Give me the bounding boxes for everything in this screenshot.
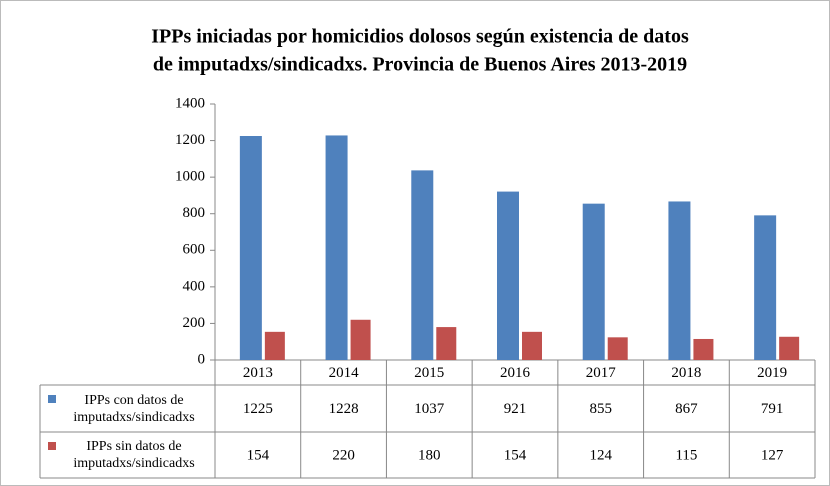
table-value: 127: [761, 447, 784, 463]
y-tick-label: 800: [183, 205, 206, 221]
table-value: 124: [589, 447, 612, 463]
x-tick-label: 2017: [586, 365, 617, 381]
x-tick-label: 2019: [757, 365, 787, 381]
bar: [325, 135, 348, 360]
table-value: 154: [504, 447, 527, 463]
bar: [411, 170, 434, 360]
bar: [436, 327, 457, 360]
x-tick-label: 2013: [243, 365, 273, 381]
y-tick-label: 200: [183, 315, 206, 331]
x-tick-label: 2015: [414, 365, 444, 381]
table-value: 1225: [243, 401, 273, 417]
table-value: 1037: [414, 401, 445, 417]
legend-swatch: [48, 442, 56, 450]
bar: [754, 215, 777, 360]
legend-swatch: [48, 395, 56, 403]
table-value: 791: [761, 401, 784, 417]
y-tick-label: 1200: [175, 132, 205, 148]
bar: [264, 331, 285, 360]
bar: [582, 203, 605, 360]
table-value: 921: [504, 401, 527, 417]
bar: [239, 136, 262, 360]
bar: [693, 338, 714, 360]
chart-title: de imputadxs/sindicadxs. Provincia de Bu…: [153, 54, 687, 76]
table-value: 220: [332, 447, 355, 463]
table-value: 1228: [329, 401, 359, 417]
bar: [350, 319, 371, 360]
table-value: 180: [418, 447, 441, 463]
y-tick-label: 400: [183, 278, 206, 294]
table-value: 154: [247, 447, 270, 463]
table-value: 855: [589, 401, 612, 417]
legend-label: IPPs con datos de imputadxs/sindicadxs: [73, 392, 195, 425]
x-tick-label: 2016: [500, 365, 531, 381]
x-tick-label: 2014: [329, 365, 360, 381]
y-tick-label: 0: [198, 351, 206, 367]
y-tick-label: 1000: [175, 169, 205, 185]
y-tick-label: 1400: [175, 95, 205, 111]
bar: [497, 191, 519, 360]
bar: [522, 331, 542, 360]
y-tick-label: 600: [183, 242, 206, 258]
legend-label: IPPs sin datos de imputadxs/sindicadxs: [73, 439, 195, 471]
x-tick-label: 2018: [671, 365, 701, 381]
bar: [779, 336, 800, 360]
table-value: 115: [675, 447, 697, 463]
chart-title: IPPs iniciadas por homicidios dolosos se…: [151, 26, 689, 48]
bar: [668, 201, 691, 360]
table-value: 867: [675, 401, 698, 417]
bar: [607, 337, 628, 360]
